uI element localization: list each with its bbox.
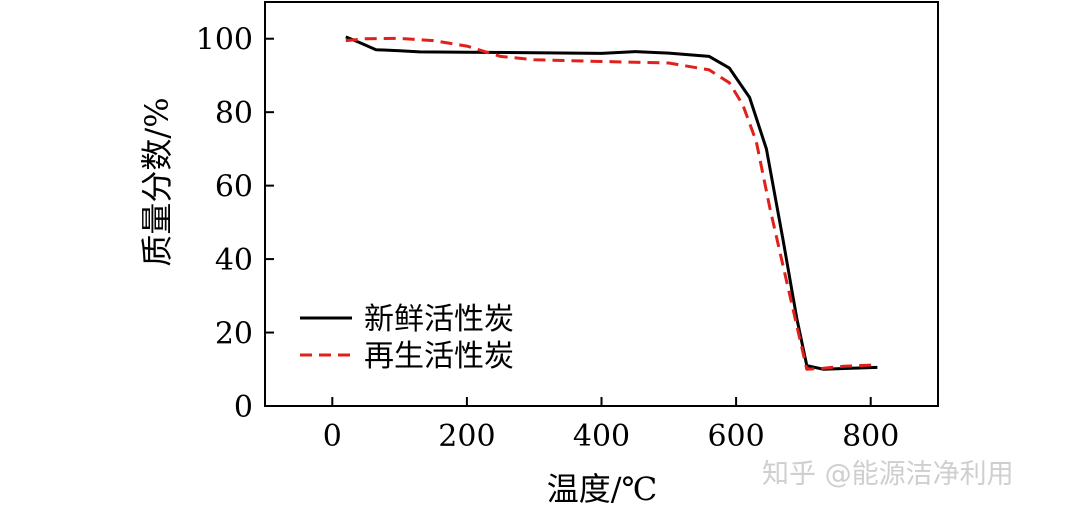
x-tick-label: 200 <box>438 419 495 454</box>
x-tick-label: 800 <box>842 419 899 454</box>
y-tick-label: 20 <box>215 317 253 352</box>
y-axis: 0 20 40 60 80 100 <box>196 23 274 425</box>
y-tick-label: 80 <box>215 96 253 131</box>
y-tick-label: 60 <box>215 170 253 205</box>
legend-label-2: 再生活性炭 <box>364 339 514 374</box>
legend-label-1: 新鲜活性炭 <box>364 302 514 337</box>
y-tick-label: 100 <box>196 23 253 58</box>
x-tick-label: 400 <box>573 419 630 454</box>
x-axis: 0 200 400 600 800 <box>323 397 899 454</box>
x-axis-title: 温度/℃ <box>547 470 658 508</box>
y-tick-label: 0 <box>234 390 253 425</box>
series-layer <box>345 35 878 371</box>
watermark: 知乎 @能源洁净利用 <box>762 459 1014 490</box>
y-tick-label: 40 <box>215 243 253 278</box>
y-axis-title: 质量分数/% <box>138 97 176 266</box>
x-tick-label: 0 <box>323 419 342 454</box>
x-tick-label: 600 <box>707 419 764 454</box>
